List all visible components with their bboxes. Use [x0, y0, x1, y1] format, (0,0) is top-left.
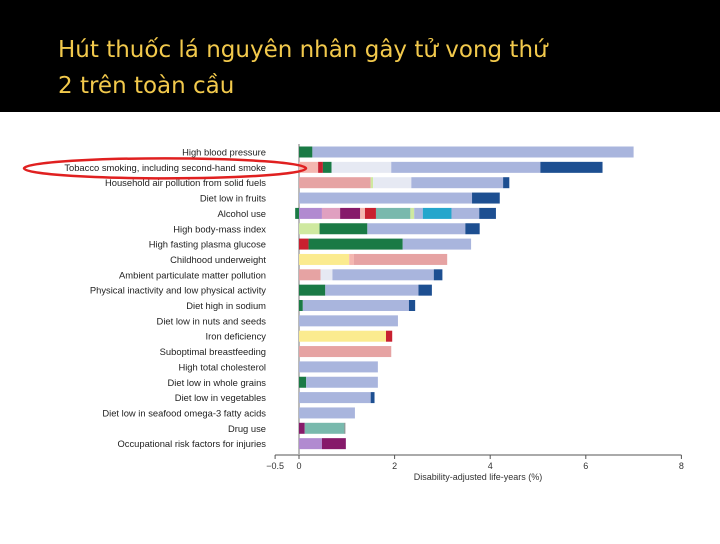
bar-segment: [344, 422, 346, 434]
x-tick-label: 2: [392, 461, 397, 471]
bar-segment: [299, 253, 350, 265]
bar-segment: [353, 253, 448, 265]
title-bar: Hút thuốc lá nguyên nhân gây tử vong thứ…: [0, 0, 720, 112]
bar-segment: [349, 253, 354, 265]
bar-segment: [370, 392, 375, 404]
bar-segment: [321, 438, 346, 450]
category-label: Suboptimal breastfeeding: [160, 346, 266, 357]
bar-segment: [299, 438, 322, 450]
bar-segment: [299, 346, 392, 358]
category-label: Diet low in nuts and seeds: [157, 315, 267, 326]
bar-segment: [299, 161, 319, 173]
bar-segment: [408, 300, 416, 311]
bar-segment: [331, 161, 392, 173]
category-label: Alcohol use: [218, 208, 266, 219]
x-tick-label: 6: [583, 461, 588, 471]
bar-segment: [472, 192, 500, 204]
category-label: Iron deficiency: [206, 331, 267, 342]
bar-segment: [367, 223, 466, 235]
bar-segment: [414, 207, 423, 219]
bar-segment: [304, 422, 345, 434]
bar-segment: [503, 177, 510, 189]
bar-segment: [302, 300, 409, 311]
x-tick-label: 8: [679, 461, 684, 471]
slide-title-line-2: 2 trên toàn cầu: [58, 73, 235, 99]
bar-segment: [299, 376, 307, 388]
bar-segment: [299, 223, 320, 235]
category-label: Tobacco smoking, including second-hand s…: [64, 162, 266, 173]
category-label: Occupational risk factors for injuries: [118, 438, 267, 449]
bar-segment: [308, 238, 403, 250]
bar-segment: [465, 223, 480, 235]
bar-segment: [299, 207, 322, 219]
bar-segment: [451, 207, 480, 219]
bar-segment: [479, 207, 496, 219]
bar-segment: [299, 284, 326, 296]
bar-segment: [320, 269, 333, 281]
bar-segment: [373, 177, 412, 189]
bar-segment: [410, 207, 415, 219]
x-tick-label: −0.5: [266, 461, 284, 471]
bar-segment: [299, 407, 355, 419]
category-label: Diet low in whole grains: [168, 377, 267, 388]
bar-segment: [319, 223, 368, 235]
bar-segment: [299, 146, 313, 158]
bar-segment: [306, 376, 378, 388]
bar-segment: [540, 161, 603, 173]
bar-segment: [299, 315, 398, 327]
slide-title: Hút thuốc lá nguyên nhân gây tử vong thứ…: [58, 32, 698, 104]
bar-segment: [312, 146, 634, 158]
bar-segment: [433, 269, 443, 281]
bar-segment: [411, 177, 504, 189]
bar-segment: [360, 207, 365, 219]
highlight-ellipse: [22, 157, 308, 180]
bar-segment: [299, 269, 321, 281]
category-label: High total cholesterol: [178, 361, 266, 372]
slide-title-line-1: Hút thuốc lá nguyên nhân gây tử vong thứ: [58, 37, 548, 63]
risk-factor-bar-chart: High blood pressure Tobacco smoking, incl…: [22, 144, 684, 482]
x-tick-label: 4: [488, 461, 493, 471]
category-label: Diet low in seafood omega-3 fatty acids: [102, 407, 266, 418]
bar-segment: [340, 207, 361, 219]
bar-segment: [364, 207, 376, 219]
category-label: High blood pressure: [182, 147, 266, 158]
bar-segment: [299, 422, 305, 434]
bar-segment: [325, 284, 419, 296]
bar-segment: [391, 161, 541, 173]
category-label: Drug use: [228, 423, 266, 434]
bar-segment: [299, 177, 371, 189]
bar-segment: [370, 177, 374, 189]
bar-segment: [402, 238, 472, 250]
bar-segment: [375, 207, 411, 219]
category-label: Ambient particulate matter pollution: [119, 269, 266, 280]
category-label: High body-mass index: [173, 223, 266, 234]
x-axis-label: Disability-adjusted life-years (%): [414, 472, 543, 482]
bar-segment: [418, 284, 432, 296]
bar-segment: [299, 330, 386, 342]
category-label: High fasting plasma glucose: [149, 239, 266, 250]
bar-segment: [321, 207, 341, 219]
bar-segment: [332, 269, 434, 281]
bar-segment: [385, 330, 393, 342]
x-tick-label: 0: [296, 461, 301, 471]
bar-segment: [299, 238, 309, 250]
bar-segment: [422, 207, 452, 219]
bar-segment: [318, 161, 323, 173]
bar-segment: [299, 392, 371, 404]
bar-segment: [299, 192, 473, 204]
category-label: Physical inactivity and low physical act…: [90, 285, 266, 296]
bar-segment: [299, 361, 378, 373]
category-label: Childhood underweight: [170, 254, 266, 265]
category-label: Diet low in vegetables: [175, 392, 267, 403]
bar-segment: [295, 207, 299, 219]
category-label: Household air pollution from solid fuels: [105, 177, 266, 188]
bar-segment: [299, 300, 303, 311]
chart-area: High blood pressure Tobacco smoking, incl…: [0, 112, 720, 540]
category-label: Diet high in sodium: [186, 300, 266, 311]
bar-segment: [322, 161, 332, 173]
category-label: Diet low in fruits: [200, 193, 266, 204]
